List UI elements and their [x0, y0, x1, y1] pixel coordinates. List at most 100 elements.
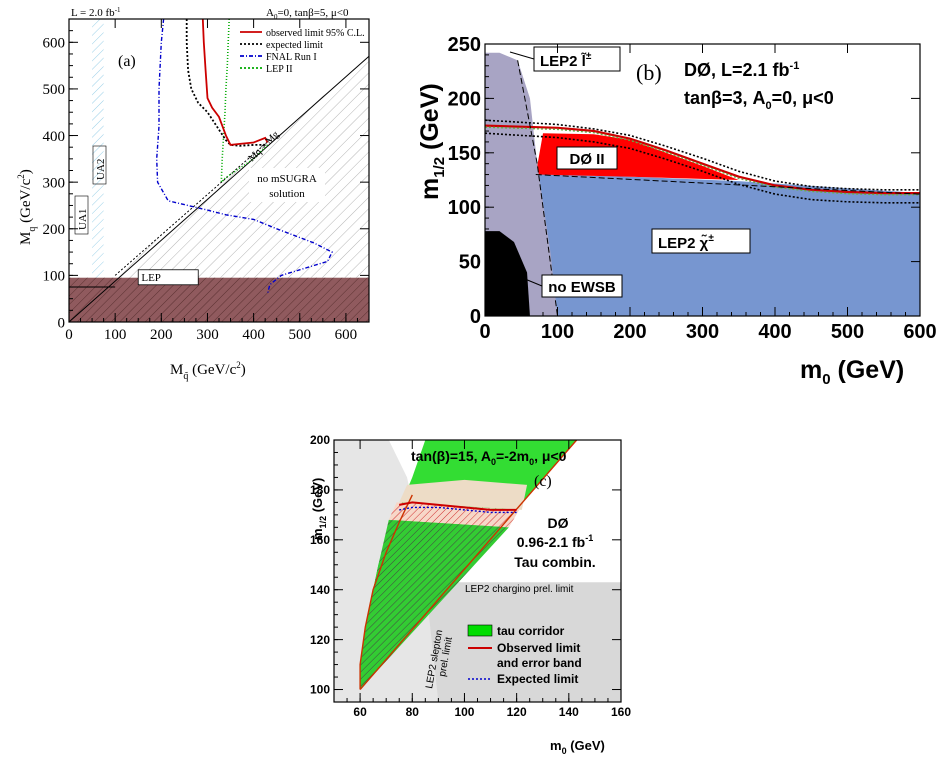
- panel-b-xlabel: m0 (GeV): [800, 356, 904, 388]
- panel-b-title-2: tanβ=3, A0=0, μ<0: [684, 88, 834, 112]
- panel-c-xtick-label: 120: [507, 705, 527, 719]
- panel-c-xtick-label: 80: [406, 705, 420, 719]
- panel-b-ytick-label: 200: [448, 88, 481, 110]
- panel-a-xtick-label: 500: [289, 327, 312, 343]
- panel-c-legend-label: tau corridor: [497, 624, 565, 638]
- panel-a-ytick-label: 100: [43, 269, 66, 285]
- panel-b: LEP2 l̃± DØ II LEP2 χ̃± no EWSB 0 100 200 300 4…: [416, 34, 937, 388]
- panel-a-ytick-label: 500: [43, 82, 66, 98]
- ua1-box: [74, 195, 89, 235]
- nosugra-label-2: solution: [269, 188, 305, 200]
- no-ewsb-region: [485, 231, 530, 316]
- no-ewsb-label: no EWSB: [548, 279, 616, 296]
- panel-a-xtick-label: 0: [65, 327, 73, 343]
- panel-b-xtick-label: 400: [758, 321, 791, 343]
- panel-c-ytick-label: 120: [310, 633, 330, 647]
- panel-a-legend-label: observed limit 95% C.L.: [266, 28, 365, 39]
- expected-limit-lower: [484, 132, 920, 204]
- d0-label-box: [556, 146, 618, 170]
- observed-limit-curve: [201, 18, 269, 146]
- panel-a-legend-label: LEP II: [266, 64, 293, 75]
- slepton-boundary: [517, 60, 558, 317]
- panel-c-legend-swatch: [467, 624, 493, 637]
- panel-a-ytick-label: 200: [43, 222, 66, 238]
- lep2-chargino-label: LEP2 χ̃±: [658, 233, 714, 252]
- panel-c-ytick-label: 100: [310, 683, 330, 697]
- observed-limit-curve: [399, 501, 517, 511]
- panel-c-xtick-label: 140: [559, 705, 579, 719]
- panel-c-title: tan(β)=15, A0=-2m0, μ<0: [411, 448, 567, 467]
- lep2-slepton-label: LEP2 l̃±: [540, 51, 592, 70]
- beige-band: [399, 479, 528, 510]
- panel-b-ytick-label: 100: [448, 197, 481, 219]
- panel-c-xlabel: m0 (GeV): [550, 738, 605, 756]
- panel-a-xlabel: Mq̃ (GeV/c2): [170, 360, 246, 382]
- panel-c-ytick-label: 200: [310, 433, 330, 447]
- corridor-left-edge: [359, 494, 413, 690]
- panel-b-xtick-label: 300: [686, 321, 719, 343]
- panel-c-legend-label: Observed limit: [497, 641, 580, 655]
- ua2-label: UA2: [95, 159, 107, 180]
- panel-c-xtick-label: 60: [353, 705, 367, 719]
- slepton-arrow: [509, 51, 535, 60]
- lep-label: LEP: [141, 272, 161, 284]
- ua2-box: [92, 145, 107, 185]
- panel-b-xtick-label: 200: [613, 321, 646, 343]
- panel-b-xtick-label: 600: [903, 321, 936, 343]
- panel-a-xtick-label: 600: [335, 327, 358, 343]
- panel-a: observed limit 95% C.L.expected limitFNA…: [16, 6, 370, 382]
- panel-c-ytick-label: 180: [310, 483, 330, 497]
- panel-b-ytick-label: 250: [448, 34, 481, 56]
- panel-c-ytick-label: 140: [310, 583, 330, 597]
- panel-a-xtick-label: 200: [150, 327, 173, 343]
- panel-a-ytick-label: 600: [43, 36, 66, 52]
- panel-b-ytick-label: 150: [448, 143, 481, 165]
- diagonal-line: [68, 55, 370, 323]
- nosugra-label-box: [249, 168, 325, 202]
- panel-b-title-1: DØ, L=2.1 fb-1: [684, 60, 799, 80]
- panel-a-ytick-label: 0: [58, 315, 66, 331]
- panel-b-xtick-label: 100: [541, 321, 574, 343]
- panel-a-params: A0=0, tanβ=5, μ<0: [266, 7, 349, 21]
- panel-c-annot-1: DØ: [548, 515, 569, 531]
- panel-c-label: (c): [534, 473, 552, 490]
- ua1-region: [92, 19, 104, 278]
- panel-b-ytick-label: 50: [459, 252, 481, 274]
- panel-a-xtick-label: 400: [242, 327, 265, 343]
- nosugra-label-1: no mSUGRA: [257, 173, 317, 185]
- panel-a-legend-label: FNAL Run I: [266, 52, 317, 63]
- panel-c-legend-label: Expected limit: [497, 672, 578, 686]
- chargino-label: LEP2 chargino prel. limit: [465, 584, 574, 595]
- lep2-chargino-label-box: [651, 228, 751, 254]
- panel-a-label: (a): [118, 53, 136, 70]
- corridor-right-edge: [359, 439, 578, 690]
- expected-limit-upper: [484, 119, 920, 191]
- panel-c-ytick-label: 160: [310, 533, 330, 547]
- panel-b-xtick-label: 0: [479, 321, 490, 343]
- panel-a-lumi: L = 2.0 fb-1: [71, 6, 121, 19]
- panel-c-annot-3: Tau combin.: [514, 554, 595, 570]
- panel-a-legend-label: expected limit: [266, 40, 323, 51]
- observed-limit-green: [484, 126, 920, 196]
- d0-label: DØ II: [569, 151, 604, 168]
- panel-b-ytick-label: 0: [470, 306, 481, 328]
- fnal-run1-curve: [155, 18, 334, 295]
- panel-a-xtick-label: 100: [104, 327, 127, 343]
- panel-b-label: (b): [636, 60, 662, 85]
- lep2-chargino-region: [425, 582, 621, 702]
- expected-limit-curve: [399, 506, 517, 514]
- panel-a-xtick-label: 300: [196, 327, 219, 343]
- panel-c-xtick-label: 100: [454, 705, 474, 719]
- panel-c-ylabel: m1/2 (GeV): [310, 478, 328, 540]
- lep2-slepton-label-box: [533, 46, 621, 72]
- lep-band-hatch: [69, 277, 369, 322]
- panel-a-ytick-label: 300: [43, 175, 66, 191]
- lep-label-box: [137, 269, 199, 286]
- observed-limit-curve: [484, 124, 920, 195]
- panel-c-annot-2: 0.96-2.1 fb-1: [517, 533, 594, 550]
- panel-a-ytick-label: 400: [43, 129, 66, 145]
- ua1-label: UA1: [77, 209, 89, 230]
- chargino-boundary: [535, 174, 921, 195]
